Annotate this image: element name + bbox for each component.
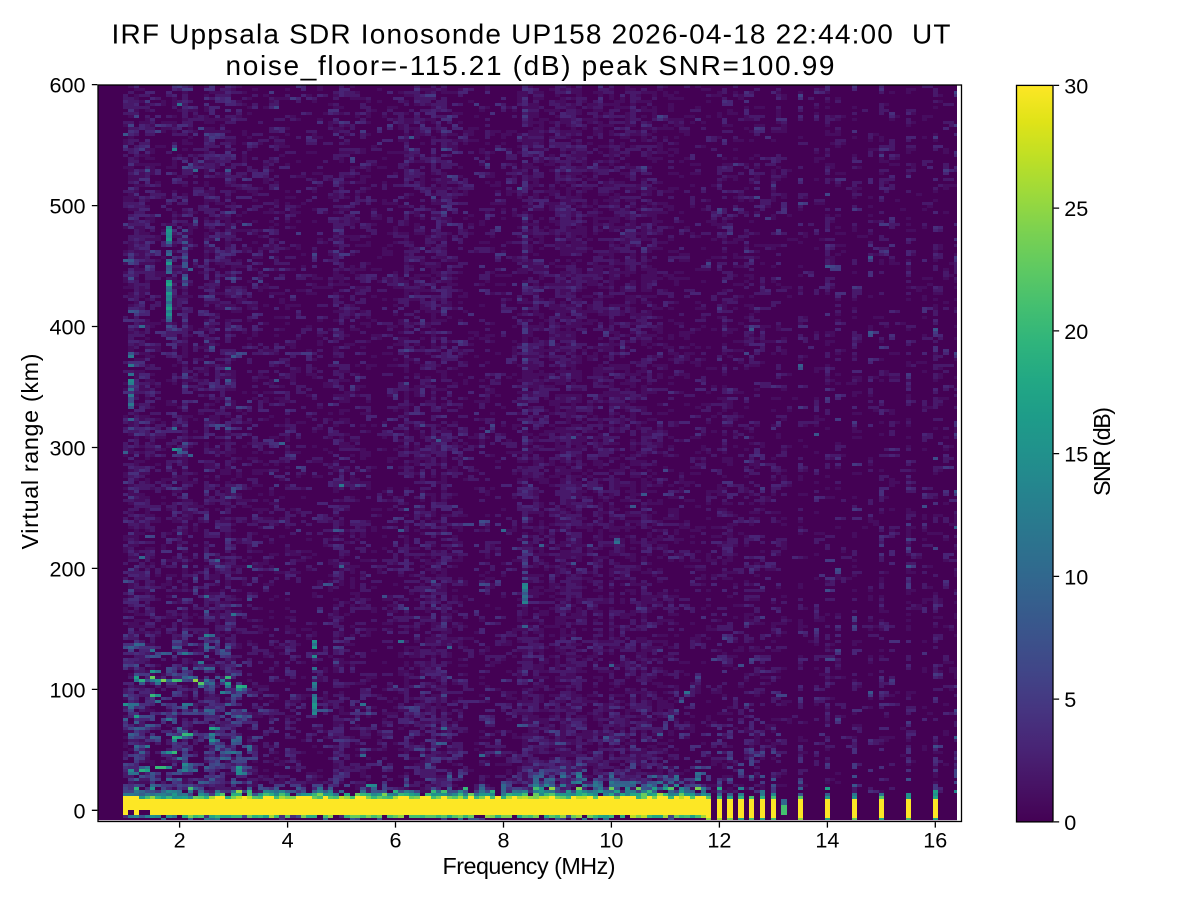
svg-text:30: 30 [1064,73,1088,98]
svg-text:noise_floor=-115.21 (dB) peak: noise_floor=-115.21 (dB) peak SNR=100.99 [226,50,835,81]
svg-text:10: 10 [599,827,623,852]
svg-text:IRF Uppsala SDR Ionosonde UP15: IRF Uppsala SDR Ionosonde UP158 2026-04-… [112,19,951,50]
svg-text:16: 16 [923,827,947,852]
svg-text:2: 2 [174,827,186,852]
svg-text:0: 0 [1064,810,1076,835]
svg-text:400: 400 [49,315,85,340]
svg-text:Frequency (MHz): Frequency (MHz) [443,853,616,879]
svg-text:500: 500 [49,194,85,219]
svg-text:12: 12 [707,827,731,852]
svg-text:10: 10 [1064,564,1088,589]
svg-text:SNR (dB): SNR (dB) [1089,407,1115,496]
svg-text:20: 20 [1064,319,1088,344]
svg-text:Virtual range (km): Virtual range (km) [17,354,43,550]
svg-text:6: 6 [389,827,401,852]
svg-text:8: 8 [497,827,509,852]
svg-text:600: 600 [49,73,85,98]
svg-text:0: 0 [73,798,85,823]
svg-text:100: 100 [49,677,85,702]
svg-text:14: 14 [815,827,839,852]
svg-text:15: 15 [1064,442,1088,467]
svg-text:25: 25 [1064,196,1088,221]
svg-text:4: 4 [282,827,294,852]
svg-text:300: 300 [49,436,85,461]
svg-text:5: 5 [1064,687,1076,712]
svg-text:200: 200 [49,556,85,581]
